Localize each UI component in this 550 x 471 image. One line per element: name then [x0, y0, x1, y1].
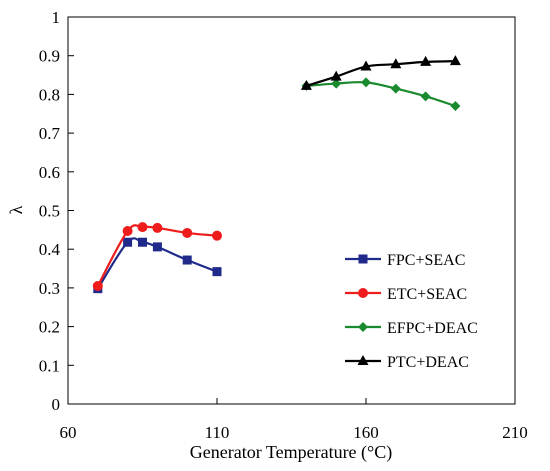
- data-point-etc-seac: [212, 230, 222, 241]
- x-tick-label: 210: [502, 423, 528, 442]
- legend-item-ptc-deac: PTC+DEAC: [345, 354, 469, 371]
- legend-item-fpc-seac: FPC+SEAC: [345, 252, 465, 269]
- data-point-etc-seac: [182, 227, 193, 238]
- y-tick-label: 0: [52, 395, 61, 414]
- legend-label: PTC+DEAC: [387, 354, 469, 371]
- data-point-fpc-seac: [182, 255, 192, 265]
- y-axis-label: λ: [6, 205, 26, 214]
- x-tick-label: 110: [205, 423, 230, 442]
- y-tick-label: 0.1: [39, 356, 60, 375]
- data-point-etc-seac: [137, 222, 148, 233]
- y-tick-label: 0.8: [39, 85, 60, 104]
- data-point-efpc-deac: [331, 78, 342, 89]
- legend-item-etc-seac: ETC+SEAC: [345, 286, 467, 303]
- legend-item-efpc-deac: EFPC+DEAC: [345, 320, 478, 337]
- data-point-efpc-deac: [361, 77, 371, 88]
- data-point-fpc-seac: [123, 237, 133, 247]
- legend: FPC+SEAC ETC+SEAC EFPC+DEAC PTC+DEAC: [345, 252, 478, 371]
- data-point-ptc-deac: [330, 70, 342, 81]
- y-tick-label: 0.2: [39, 318, 60, 337]
- plot-frame: [67, 16, 516, 405]
- x-axis: 60 110 160 210: [60, 398, 528, 442]
- y-tick-label: 0.3: [39, 279, 60, 298]
- data-point-fpc-seac: [212, 267, 222, 277]
- data-point-fpc-seac: [152, 242, 162, 252]
- legend-swatch-marker: [358, 254, 368, 264]
- series-fpc-seac: [93, 237, 222, 294]
- series-ptc-deac: [300, 55, 461, 90]
- series-line-efpc-deac: [306, 81, 456, 108]
- series-etc-seac: [92, 222, 222, 291]
- data-point-etc-seac: [92, 280, 103, 291]
- y-tick-label: 0.4: [39, 240, 61, 259]
- data-point-etc-seac: [152, 222, 163, 233]
- data-point-ptc-deac: [300, 79, 312, 90]
- y-tick-label: 0.7: [39, 124, 61, 143]
- x-axis-label: Generator Temperature (°C): [190, 442, 393, 463]
- y-tick-label: 0.5: [39, 202, 60, 221]
- x-tick-label: 60: [60, 423, 77, 442]
- data-point-efpc-deac: [420, 91, 431, 102]
- x-tick-label: 160: [353, 423, 379, 442]
- legend-label: FPC+SEAC: [387, 252, 465, 269]
- series-layer: [92, 55, 461, 294]
- y-tick-label: 0.9: [39, 47, 60, 66]
- data-point-ptc-deac: [360, 60, 372, 71]
- legend-label: ETC+SEAC: [387, 286, 467, 303]
- legend-swatch-marker: [358, 322, 368, 332]
- data-point-ptc-deac: [390, 58, 402, 69]
- data-point-efpc-deac: [390, 83, 401, 94]
- series-line-ptc-deac: [306, 60, 456, 87]
- series-line-etc-seac: [96, 224, 218, 287]
- data-point-ptc-deac: [449, 55, 461, 66]
- legend-label: EFPC+DEAC: [387, 320, 478, 337]
- series-efpc-deac: [301, 77, 461, 112]
- y-tick-label: 0.6: [39, 163, 60, 182]
- data-point-efpc-deac: [450, 101, 461, 112]
- y-tick-label: 1: [52, 8, 61, 27]
- y-axis: 0 0.1 0.2 0.3 0.4 0.5 0.6 0.7 0.8 0.9 1: [39, 8, 74, 414]
- data-point-etc-seac: [122, 226, 133, 237]
- data-point-fpc-seac: [138, 237, 147, 247]
- legend-swatch-marker: [357, 355, 369, 365]
- legend-swatch-marker: [358, 288, 368, 298]
- data-point-ptc-deac: [420, 55, 432, 66]
